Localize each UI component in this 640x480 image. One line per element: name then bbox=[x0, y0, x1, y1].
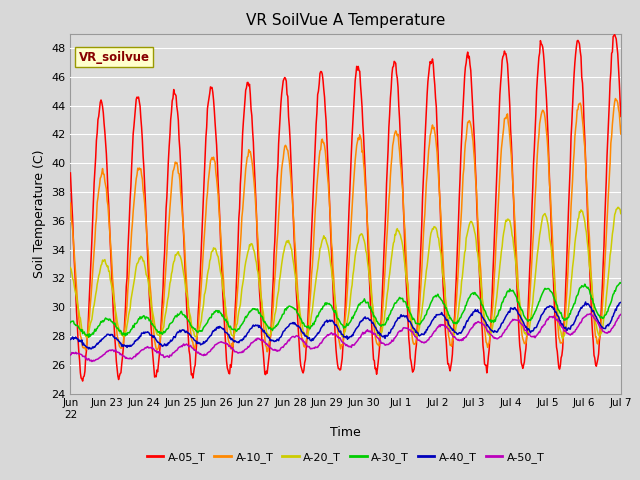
A-05_T bbox=[77, 370, 84, 376]
A-50_T bbox=[190, 346, 198, 352]
A-20_T bbox=[617, 211, 625, 216]
A-50_T bbox=[67, 352, 74, 358]
A-20_T bbox=[218, 276, 226, 282]
A-40_T bbox=[617, 300, 625, 305]
A-30_T bbox=[134, 318, 141, 324]
A-10_T bbox=[263, 349, 271, 355]
A-30_T bbox=[67, 320, 74, 325]
Y-axis label: Soil Temperature (C): Soil Temperature (C) bbox=[33, 149, 45, 278]
Line: A-30_T: A-30_T bbox=[70, 283, 621, 337]
Legend: A-05_T, A-10_T, A-20_T, A-30_T, A-40_T, A-50_T: A-05_T, A-10_T, A-20_T, A-30_T, A-40_T, … bbox=[142, 447, 549, 467]
A-30_T bbox=[617, 280, 625, 286]
A-05_T bbox=[134, 95, 141, 101]
A-05_T bbox=[79, 378, 86, 384]
A-20_T bbox=[614, 204, 622, 210]
A-10_T bbox=[429, 126, 437, 132]
A-20_T bbox=[133, 261, 141, 266]
A-20_T bbox=[413, 334, 420, 339]
A-40_T bbox=[85, 346, 93, 352]
A-30_T bbox=[85, 335, 93, 340]
A-20_T bbox=[189, 328, 196, 334]
A-10_T bbox=[612, 96, 620, 101]
A-50_T bbox=[77, 351, 84, 357]
A-05_T bbox=[67, 170, 74, 176]
A-20_T bbox=[67, 264, 74, 270]
A-10_T bbox=[77, 333, 84, 339]
A-50_T bbox=[219, 339, 227, 345]
A-30_T bbox=[616, 280, 624, 286]
A-20_T bbox=[559, 336, 566, 341]
A-05_T bbox=[429, 61, 437, 67]
A-05_T bbox=[617, 114, 625, 120]
A-40_T bbox=[413, 330, 421, 336]
A-05_T bbox=[611, 32, 618, 37]
A-30_T bbox=[219, 312, 227, 318]
Line: A-05_T: A-05_T bbox=[70, 35, 621, 381]
A-40_T bbox=[134, 337, 141, 343]
A-40_T bbox=[429, 316, 437, 322]
A-30_T bbox=[429, 294, 437, 300]
A-30_T bbox=[190, 325, 198, 331]
Text: VR_soilvue: VR_soilvue bbox=[79, 50, 150, 63]
A-40_T bbox=[190, 336, 198, 342]
A-20_T bbox=[429, 226, 436, 231]
Line: A-10_T: A-10_T bbox=[70, 98, 621, 352]
A-50_T bbox=[134, 351, 141, 357]
Line: A-50_T: A-50_T bbox=[70, 313, 621, 361]
A-10_T bbox=[67, 200, 74, 206]
A-50_T bbox=[429, 330, 437, 336]
X-axis label: Time: Time bbox=[330, 426, 361, 439]
Title: VR SoilVue A Temperature: VR SoilVue A Temperature bbox=[246, 13, 445, 28]
A-20_T bbox=[77, 315, 84, 321]
A-05_T bbox=[219, 290, 227, 296]
A-40_T bbox=[77, 338, 84, 344]
A-50_T bbox=[587, 311, 595, 316]
Line: A-40_T: A-40_T bbox=[70, 302, 621, 349]
A-10_T bbox=[218, 254, 226, 260]
A-10_T bbox=[133, 172, 141, 178]
A-50_T bbox=[88, 359, 95, 364]
Line: A-20_T: A-20_T bbox=[70, 207, 621, 338]
A-10_T bbox=[189, 339, 196, 345]
A-40_T bbox=[67, 336, 74, 342]
A-05_T bbox=[413, 326, 421, 332]
A-50_T bbox=[413, 336, 421, 342]
A-30_T bbox=[413, 321, 421, 326]
A-30_T bbox=[77, 326, 84, 332]
A-50_T bbox=[617, 312, 625, 317]
A-10_T bbox=[413, 330, 421, 336]
A-40_T bbox=[219, 326, 227, 332]
A-05_T bbox=[190, 370, 198, 375]
A-40_T bbox=[582, 299, 589, 305]
A-10_T bbox=[617, 131, 625, 137]
